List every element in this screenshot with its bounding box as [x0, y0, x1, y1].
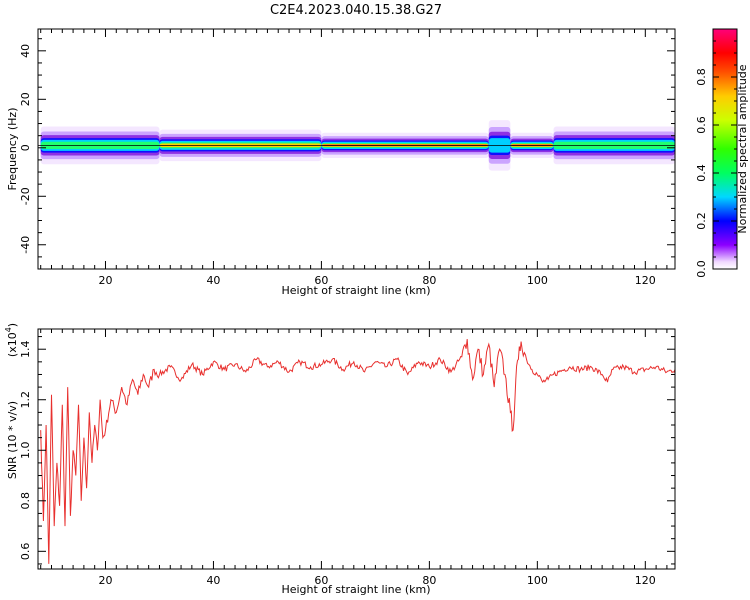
spectrogram-x-tick-label: 60	[314, 274, 328, 287]
snr-y-tick-label: 1.4	[19, 340, 32, 358]
snr-x-tick-label: 60	[314, 574, 328, 587]
svg-text:(x104): (x104)	[4, 323, 19, 357]
colorbar-tick-label: 0.4	[695, 164, 708, 182]
spectrogram-y-tick-label: 40	[19, 44, 32, 58]
colorbar-ticks: 0.0 0.2 0.4 0.6 0.8	[695, 28, 737, 278]
spectrogram-x-axis-label: Height of straight line (km)	[281, 284, 430, 297]
snr-y-ticks: 0.6 0.8 1.0 1.2 1.4	[19, 336, 675, 565]
spectrogram-x-ticks: 20 40 60 80 100 120	[40, 29, 668, 287]
colorbar-gradient	[713, 29, 737, 269]
spectrogram-y-tick-label: -40	[19, 236, 32, 254]
colorbar-tick-label: 0.8	[695, 68, 708, 86]
colorbar-tick-label: 0.6	[695, 116, 708, 134]
spectrogram-y-tick-label: 0	[19, 144, 32, 151]
colorbar: 0.0 0.2 0.4 0.6 0.8 Normalized spectral ampl…	[695, 28, 749, 278]
snr-scale-factor: (x104)	[4, 323, 19, 357]
snr-frame	[37, 328, 676, 570]
snr-x-tick-label: 120	[635, 574, 656, 587]
snr-y-tick-label: 1.2	[19, 391, 32, 409]
snr-series-line	[40, 339, 675, 564]
snr-y-axis-label: SNR (10 * v/v)	[6, 401, 19, 479]
snr-x-tick-label: 80	[422, 574, 436, 587]
spectrogram-x-tick-label: 100	[527, 274, 548, 287]
spectrogram-x-tick-label: 20	[98, 274, 112, 287]
spectrogram-frame	[37, 28, 676, 270]
colorbar-tick-label: 0.0	[695, 260, 708, 278]
colorbar-label: Normalized spectral amplitude	[736, 64, 749, 233]
snr-x-tick-label: 20	[98, 574, 112, 587]
snr-x-tick-label: 40	[206, 574, 220, 587]
snr-x-tick-label: 100	[527, 574, 548, 587]
spectrogram-y-tick-label: -20	[19, 187, 32, 205]
spectrogram-y-axis-label: Frequency (Hz)	[6, 108, 19, 191]
snr-y-tick-label: 0.6	[19, 543, 32, 561]
figure-title: C2E4.2023.040.15.38.G27	[270, 3, 442, 18]
spectrogram-y-ticks: -40 -20 0 20 40	[19, 38, 675, 270]
snr-y-tick-label: 1.0	[19, 442, 32, 460]
snr-panel: 20 40 60 80 100 120 0.6 0.8 1.0 1.2 1.4 Height of…	[4, 323, 676, 596]
snr-y-tick-label: 0.8	[19, 492, 32, 510]
spectrogram-panel: 20 40 60 80 100 120 -40 -20 0 20 40 Height of str…	[6, 28, 676, 297]
spectrogram-x-tick-label: 80	[422, 274, 436, 287]
snr-scale-exponent: 4	[4, 327, 13, 332]
spectrogram-x-tick-label: 40	[206, 274, 220, 287]
snr-x-ticks: 20 40 60 80 100 120	[40, 329, 668, 587]
snr-x-axis-label: Height of straight line (km)	[281, 583, 430, 596]
colorbar-tick-label: 0.2	[695, 212, 708, 230]
spectrogram-x-tick-label: 120	[635, 274, 656, 287]
snr-scale-prefix: (x10	[6, 332, 19, 357]
spectrogram-y-tick-label: 20	[19, 92, 32, 106]
snr-scale-suffix: )	[6, 323, 19, 327]
